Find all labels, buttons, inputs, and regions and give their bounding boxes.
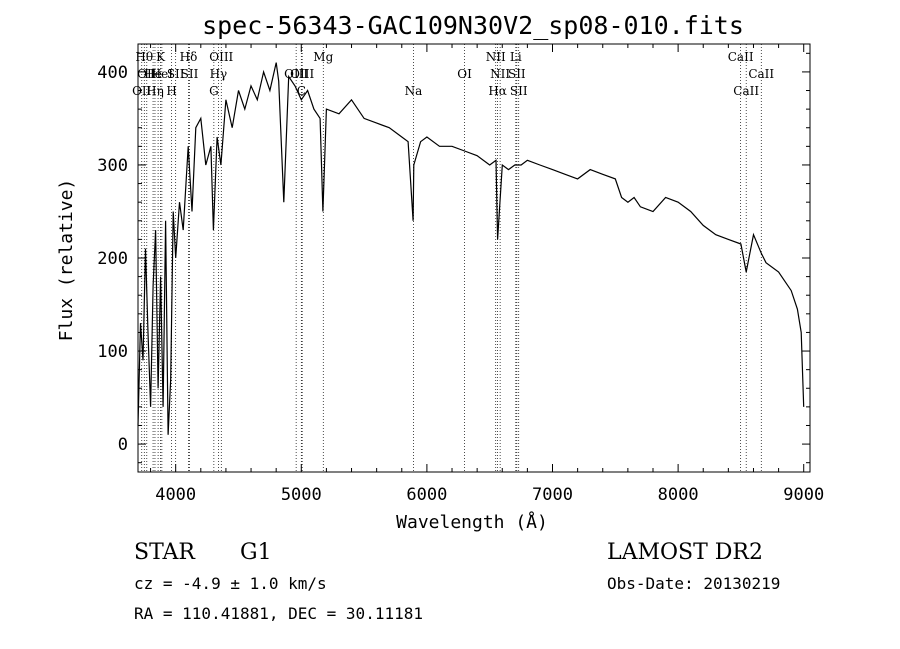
spectral-line-label: Hα: [488, 84, 507, 98]
spectral-line-label: C: [297, 84, 306, 98]
y-tick-label: 0: [118, 435, 128, 455]
survey-name: LAMOST DR2: [607, 540, 763, 565]
spectral-line-label: H: [166, 84, 176, 98]
spectral-line-label: SII: [510, 84, 528, 98]
spectral-line-label: CaII: [733, 84, 759, 98]
spectral-line-label: NII: [490, 67, 510, 81]
spectral-line-label: HeI: [151, 67, 174, 81]
spectral-line-label: NII: [486, 50, 506, 64]
spectral-line-label: SII: [167, 67, 185, 81]
spectral-line-label: Hη: [146, 84, 164, 98]
spectral-line-labels: OIIHθOIIHeHηKHeIHSIIHδSIIGHγOIIIOIIIOIII…: [132, 50, 774, 98]
spectral-line-label: G: [209, 84, 219, 98]
object-class: STAR: [134, 540, 195, 565]
spectral-line-label: SII: [508, 67, 526, 81]
spectral-line-label: K: [156, 50, 166, 64]
spectral-line-label: OII: [137, 67, 157, 81]
spectral-line-label: He: [144, 67, 162, 81]
chart-title: spec-56343-GAC109N30V2_sp08-010.fits: [202, 11, 744, 40]
plot-area: OIIHθOIIHeHηKHeIHSIIHδSIIGHγOIIIOIIIOIII…: [132, 43, 811, 473]
object-subclass: G1: [240, 540, 272, 565]
spectral-line-markers: [141, 44, 762, 472]
spectral-line-label: OIII: [209, 50, 233, 64]
spectral-line-label: OIII: [284, 67, 308, 81]
y-axis-label: Flux (relative): [56, 179, 77, 342]
y-tick-label: 300: [97, 156, 128, 176]
spectral-line-label: CaII: [748, 67, 774, 81]
spectral-line-label: Mg: [313, 50, 333, 64]
redshift-readout: cz = -4.9 ± 1.0 km/s: [134, 574, 327, 593]
coordinates-readout: RA = 110.41881, DEC = 30.11181: [134, 604, 423, 623]
x-axis-ticks: 4000 5000 6000 7000 8000 9000: [150, 44, 824, 505]
spectral-line-label: Na: [405, 84, 423, 98]
x-tick-label: 6000: [406, 485, 447, 505]
spectral-line-label: Hγ: [210, 67, 228, 81]
y-tick-label: 200: [97, 249, 128, 269]
spectrum-line: [137, 62, 805, 435]
y-tick-label: 400: [97, 63, 128, 83]
x-tick-label: 9000: [783, 485, 824, 505]
plot-frame: [137, 43, 811, 473]
y-axis-ticks: 0 100 200 300 400: [97, 52, 810, 464]
observation-date: Obs-Date: 20130219: [607, 574, 781, 593]
spectral-line-label: CaII: [728, 50, 754, 64]
y-tick-label: 100: [97, 342, 128, 362]
spectral-line-label: SII: [181, 67, 199, 81]
x-tick-label: 7000: [532, 485, 573, 505]
spectral-line-label: OI: [457, 67, 472, 81]
x-axis-label: Wavelength (Å): [396, 511, 548, 533]
spectral-line-label: Li: [510, 50, 522, 64]
spectral-line-label: OIII: [290, 67, 314, 81]
x-tick-label: 8000: [658, 485, 699, 505]
x-tick-label: 5000: [281, 485, 322, 505]
spectral-line-label: Hδ: [180, 50, 198, 64]
x-tick-label: 4000: [155, 485, 196, 505]
